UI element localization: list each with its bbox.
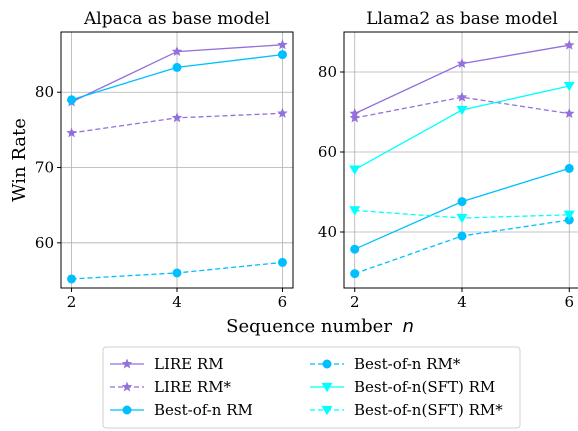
data-point-llama2-1-0 (349, 112, 360, 123)
x-tick-label-llama2-0: 2 (350, 293, 360, 311)
data-point-llama2-5-2 (563, 210, 575, 221)
data-point-llama2-2-0 (350, 244, 360, 254)
x-tick-label-llama2-2: 6 (564, 293, 574, 311)
legend-label-2: Best-of-n RM (154, 401, 253, 419)
x-tick-label-alpaca-1: 4 (172, 293, 182, 311)
plot-frame-llama2 (343, 31, 578, 289)
y-axis-label: Win Rate (9, 118, 30, 202)
ticks-llama2: 2 4 6 40 60 80 (318, 63, 574, 311)
data-point-alpaca-2-0 (67, 95, 77, 105)
legend-label-3: Best-of-n RM* (354, 355, 461, 373)
chart-title-alpaca: Alpaca as base model (83, 9, 270, 29)
series-group-llama2 (349, 39, 575, 279)
y-tick-label-llama2-2: 80 (318, 63, 337, 81)
data-point-alpaca-3-2 (277, 257, 287, 267)
legend-item: LIRE RM* (110, 378, 232, 396)
data-point-alpaca-0-2 (277, 39, 288, 50)
ticks-alpaca: 2 4 6 60 70 80 (35, 83, 287, 311)
data-point-llama2-4-2 (563, 81, 575, 92)
legend-marker-2 (122, 405, 132, 415)
chart-panel-alpaca: Alpaca as base model 2 4 6 60 70 80 (35, 9, 294, 311)
data-point-llama2-1-1 (456, 91, 468, 102)
data-point-alpaca-1-1 (171, 112, 183, 123)
x-axis-label-var: n (402, 316, 413, 337)
data-point-alpaca-2-2 (277, 50, 287, 60)
y-tick-label-llama2-0: 40 (318, 223, 337, 241)
data-point-llama2-3-0 (350, 269, 360, 279)
legend-item: Best-of-n(SFT) RM* (310, 401, 503, 419)
data-point-llama2-5-1 (456, 213, 468, 224)
legend-marker-1 (121, 381, 133, 392)
chart-panel-llama2: Llama2 as base model 2 4 6 40 60 80 (318, 9, 578, 311)
legend-label-4: Best-of-n(SFT) RM (354, 378, 495, 396)
chart-title-llama2: Llama2 as base model (366, 9, 558, 29)
legend-marker-4 (321, 382, 333, 393)
data-point-alpaca-1-0 (66, 127, 77, 138)
grid-llama2 (344, 32, 578, 288)
data-point-alpaca-0-1 (171, 46, 183, 57)
data-point-llama2-4-0 (349, 165, 361, 175)
legend-item: Best-of-n RM (110, 401, 253, 419)
x-tick-label-alpaca-2: 6 (278, 293, 288, 311)
legend-marker-5 (321, 405, 333, 416)
y-tick-label-alpaca-0: 60 (35, 234, 54, 252)
legend-item: Best-of-n(SFT) RM (310, 378, 495, 396)
series-line-llama2-1 (354, 96, 570, 119)
legend-item: Best-of-n RM* (310, 355, 461, 373)
legend-item: LIRE RM (110, 355, 224, 373)
legend-label-1: LIRE RM* (154, 378, 232, 396)
legend-marker-0 (121, 358, 133, 369)
data-point-llama2-0-1 (456, 58, 468, 69)
grid-alpaca (61, 32, 293, 288)
data-point-llama2-3-1 (457, 231, 467, 241)
x-axis-label: Sequence number n (226, 316, 414, 337)
legend-marker-3 (322, 359, 332, 369)
data-point-alpaca-3-0 (67, 274, 77, 284)
series-group-alpaca (66, 39, 288, 284)
data-point-alpaca-3-1 (172, 268, 182, 278)
data-point-llama2-0-2 (564, 39, 575, 50)
legend-label-5: Best-of-n(SFT) RM* (354, 401, 503, 419)
legend-label-0: LIRE RM (154, 355, 224, 373)
x-tick-label-alpaca-0: 2 (67, 293, 77, 311)
data-point-llama2-1-2 (564, 108, 575, 119)
legend-items: LIRE RM LIRE RM* Best-of-n RM Best-of-n RM*… (110, 355, 503, 419)
y-tick-label-alpaca-2: 80 (35, 83, 54, 101)
x-tick-label-llama2-1: 4 (457, 293, 467, 311)
legend: LIRE RM LIRE RM* Best-of-n RM Best-of-n RM*… (102, 346, 521, 429)
data-point-llama2-2-2 (564, 163, 574, 173)
y-tick-label-llama2-1: 60 (318, 143, 337, 161)
data-point-llama2-5-0 (349, 206, 361, 216)
data-point-alpaca-2-1 (172, 62, 182, 72)
data-point-llama2-2-1 (457, 197, 467, 207)
y-tick-label-alpaca-1: 70 (35, 159, 54, 177)
data-point-alpaca-1-2 (277, 107, 288, 118)
data-point-llama2-4-1 (456, 105, 468, 116)
x-axis-label-text: Sequence number (226, 316, 392, 337)
